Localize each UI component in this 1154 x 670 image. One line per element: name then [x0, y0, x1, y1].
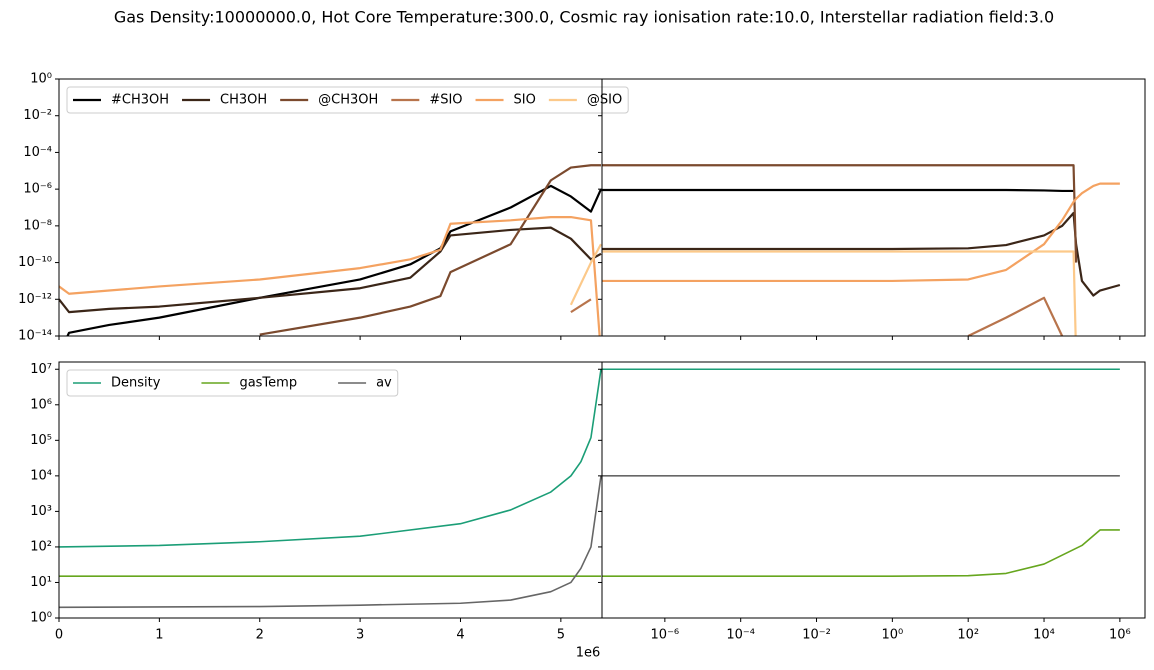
- figure-title: Gas Density:10000000.0, Hot Core Tempera…: [114, 8, 1054, 27]
- series-line: [602, 211, 1121, 297]
- legend-label: CH3OH: [220, 93, 267, 108]
- y-tick-label: 10⁻⁸: [23, 218, 52, 233]
- y-tick-label: 10⁻¹⁴: [18, 329, 52, 344]
- x-tick-label: 10⁰: [881, 628, 903, 643]
- y-tick-label: 10⁵: [30, 433, 52, 448]
- axes-frame: [58, 78, 603, 337]
- y-tick-label: 10⁻¹⁰: [18, 255, 52, 270]
- series-line: [59, 226, 602, 314]
- plot-area: [602, 368, 1120, 578]
- series-line: [59, 475, 602, 609]
- plot-area: [59, 369, 602, 609]
- y-tick-label: 10⁻⁶: [23, 182, 52, 197]
- axes-frame: [601, 78, 1146, 337]
- y-tick-label: 10⁰: [30, 611, 52, 626]
- axes-frame: [58, 361, 603, 619]
- series-line: [59, 216, 601, 336]
- y-tick-label: 10⁻²: [23, 108, 52, 123]
- x-tick-label: 5: [557, 628, 565, 643]
- axes-frame: [601, 361, 1146, 619]
- y-tick-label: 10²: [30, 539, 52, 554]
- legend-frame: [66, 369, 399, 397]
- series-line: [569, 243, 602, 306]
- legend-label: @SIO: [587, 93, 622, 108]
- x-tick-label: 10⁻²: [802, 628, 831, 643]
- x-tick-label: 10⁻⁶: [651, 628, 680, 643]
- x-tick-label: 4: [456, 628, 464, 643]
- legend-label: SIO: [514, 93, 536, 108]
- x-tick-label: 0: [55, 628, 63, 643]
- legend-label: gasTemp: [239, 376, 297, 391]
- x-tick-label: 10⁻⁴: [726, 628, 755, 643]
- legend-label: Density: [111, 376, 161, 391]
- x-offset-label: 1e6: [576, 646, 601, 661]
- y-tick-label: 10¹: [30, 575, 52, 590]
- x-tick-label: 2: [256, 628, 264, 643]
- series-line: [602, 164, 1078, 263]
- series-line: [570, 298, 592, 314]
- x-tick-label: 10⁴: [1033, 628, 1055, 643]
- series-line: [602, 182, 1120, 283]
- y-tick-label: 10³: [30, 504, 52, 519]
- x-tick-label: 10²: [957, 628, 979, 643]
- series-line: [66, 184, 602, 336]
- series-line: [59, 369, 602, 548]
- y-tick-label: 10⁴: [30, 468, 52, 483]
- series-line: [602, 250, 1077, 336]
- x-tick-label: 10⁶: [1109, 628, 1131, 643]
- plot-area: [602, 164, 1121, 336]
- y-tick-label: 10⁻⁴: [23, 145, 52, 160]
- series-line: [602, 529, 1120, 578]
- series-line: [967, 296, 1064, 336]
- x-tick-label: 3: [356, 628, 364, 643]
- y-tick-label: 10⁶: [30, 397, 52, 412]
- series-line: [602, 188, 1074, 193]
- legend-label: av: [376, 376, 392, 391]
- y-tick-label: 10⁰: [30, 72, 52, 87]
- y-tick-label: 10⁻¹²: [18, 292, 52, 307]
- legend-label: #CH3OH: [111, 93, 169, 108]
- legend-label: @CH3OH: [318, 93, 378, 108]
- y-tick-label: 10⁷: [30, 362, 52, 377]
- legend-frame: [66, 86, 629, 114]
- plot-area: [59, 164, 602, 336]
- series-line: [259, 164, 601, 336]
- legend: Density gasTemp av: [66, 369, 399, 397]
- legend-label: #SIO: [429, 93, 462, 108]
- legend: #CH3OH CH3OH @CH3OH #SIO SIO @SIO: [66, 86, 629, 114]
- x-tick-label: 1: [155, 628, 163, 643]
